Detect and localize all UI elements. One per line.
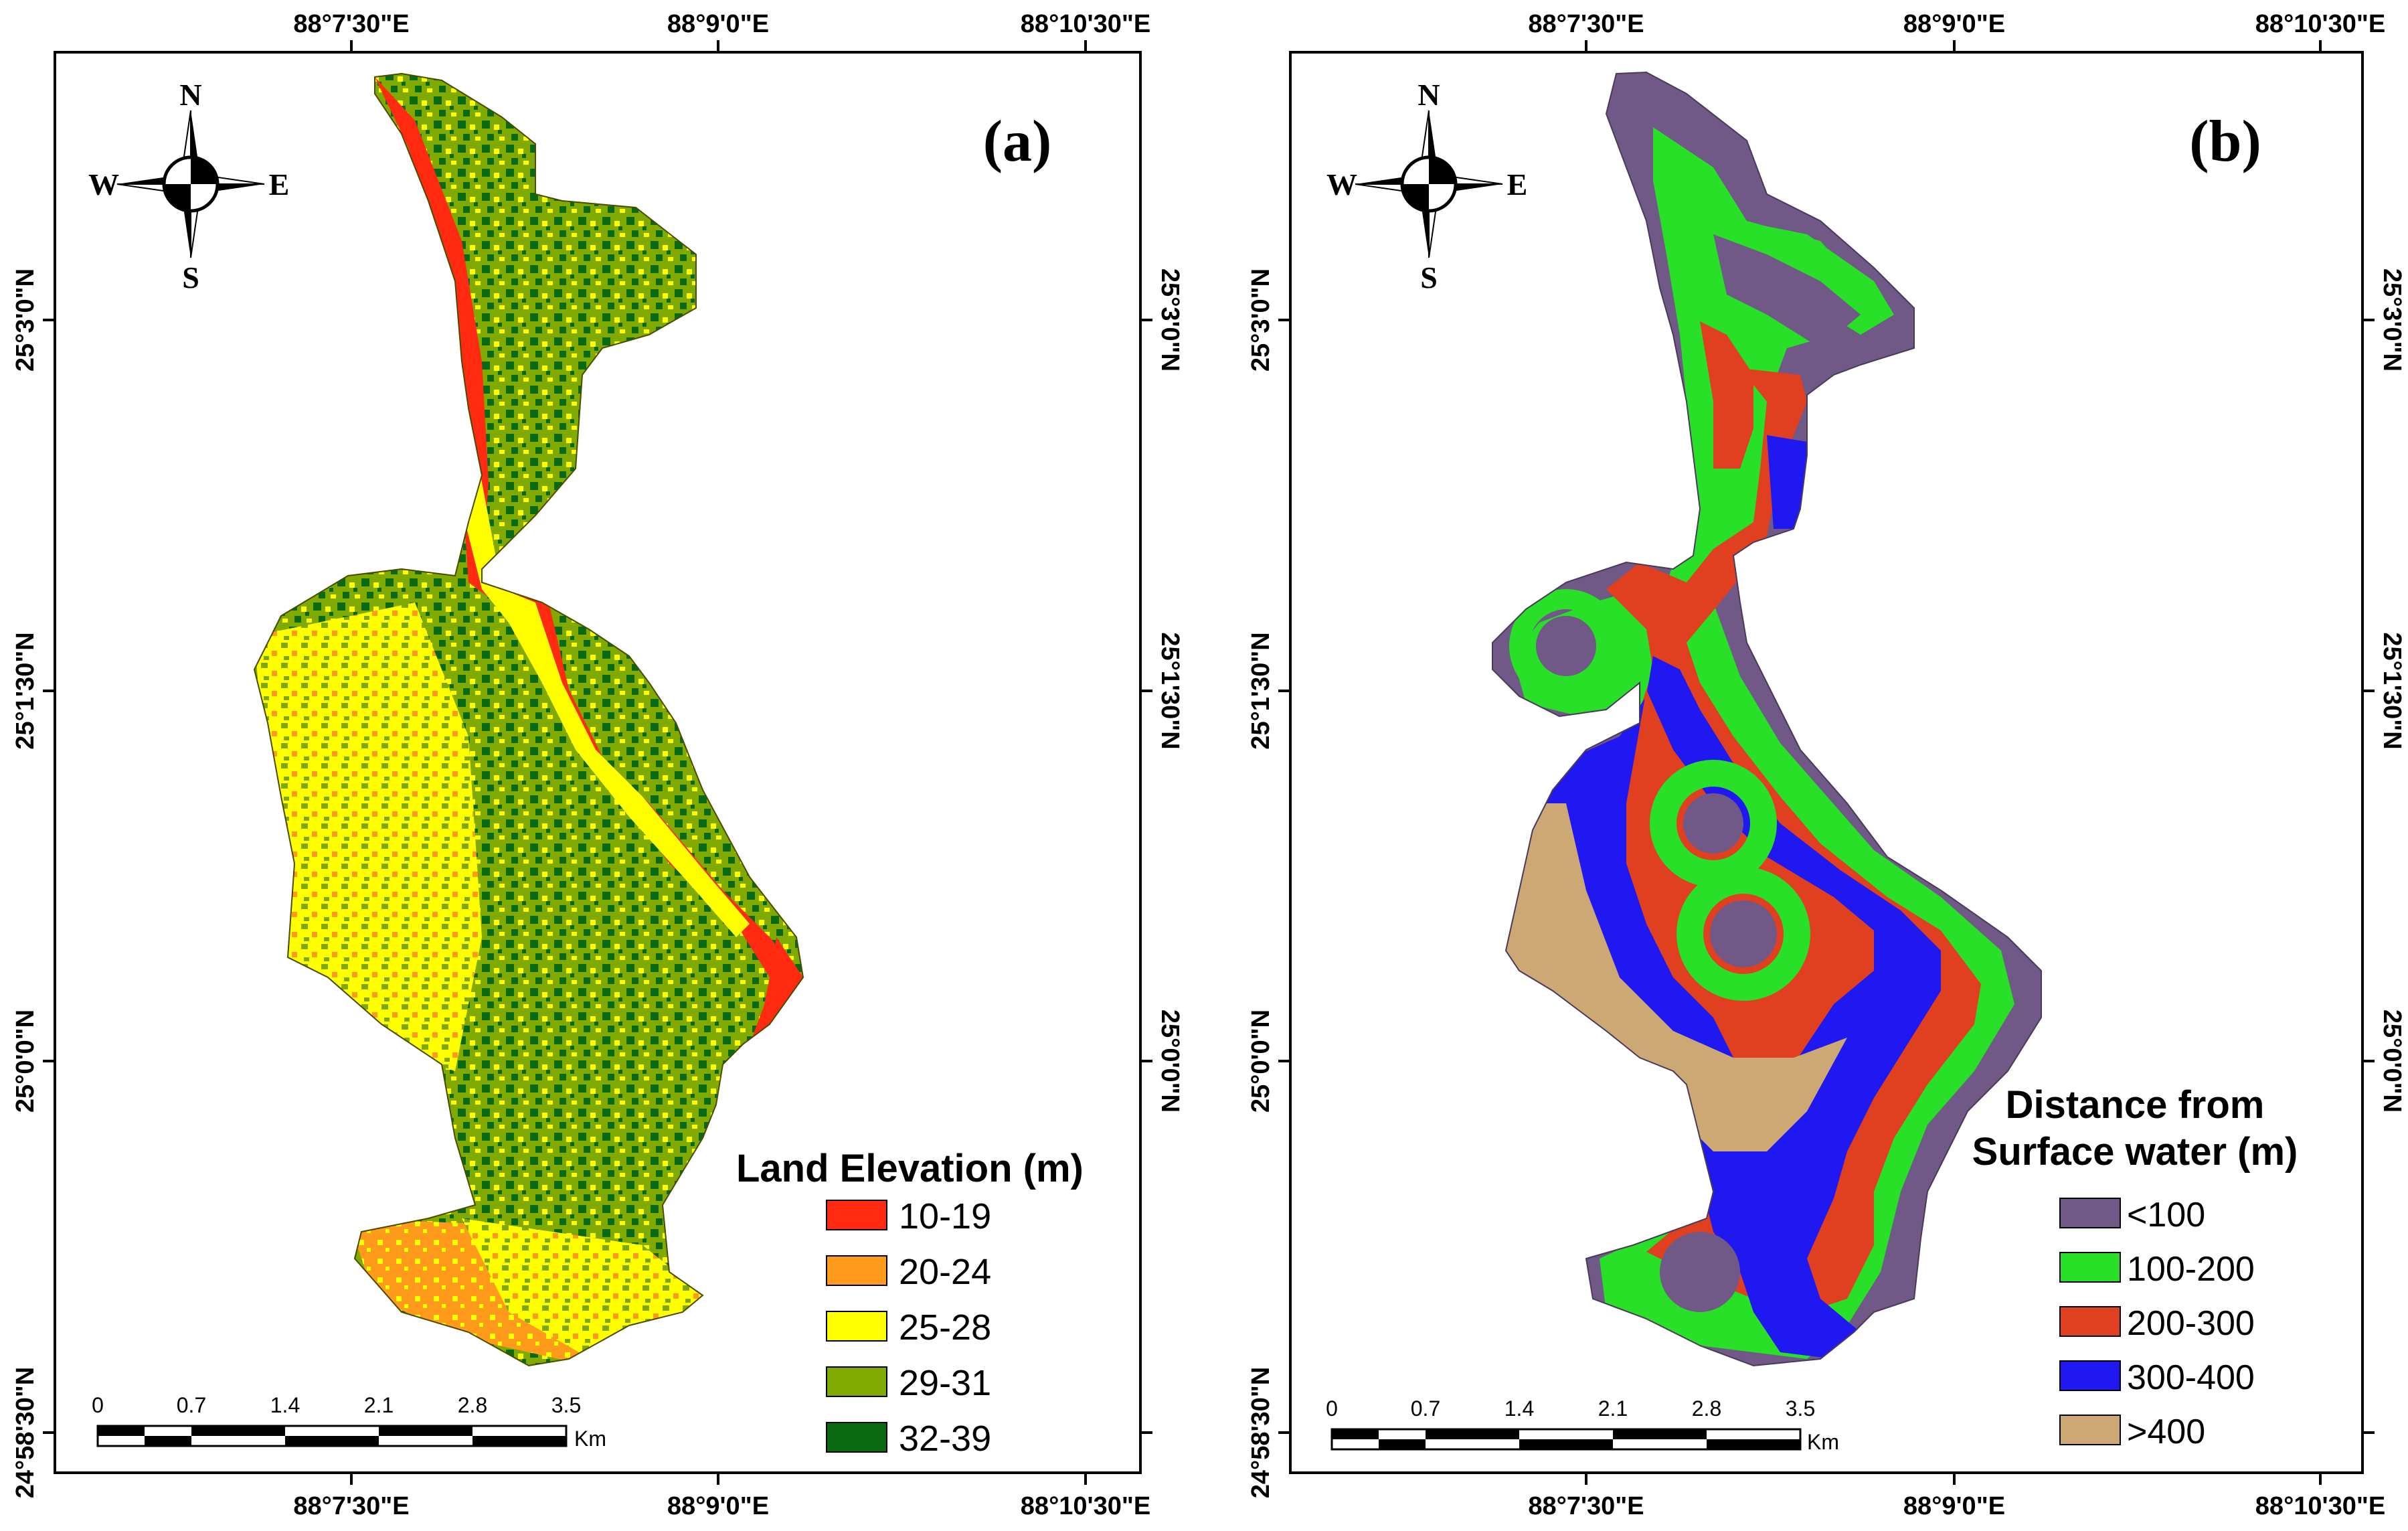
legend-b-swatch (2059, 1306, 2121, 1337)
lat-label-right: 25°3'0"N (1156, 268, 1184, 372)
legend-a-swatch (826, 1255, 887, 1286)
compass-e: E (269, 167, 290, 202)
legend-a-label: 25-28 (899, 1307, 991, 1348)
legend-a-swatch (826, 1200, 887, 1230)
lat-label-right: 25°1'30"N (1156, 632, 1184, 749)
scale-tick: 3.5 (1786, 1396, 1815, 1421)
legend-b-swatch (2059, 1415, 2121, 1445)
scale-tick: 1.4 (270, 1393, 300, 1417)
scale-tick: 2.8 (458, 1393, 487, 1417)
lat-label-right: 25°0'0"N (2378, 1010, 2406, 1113)
north-arrow: N S W E (1326, 78, 1527, 295)
legend-a-swatch (826, 1311, 887, 1342)
scale-bar: 0 0.7 1.4 2.1 2.8 3.5 Km (1326, 1396, 1839, 1454)
legend-a-label: 29-31 (899, 1363, 991, 1403)
scale-bar: 0 0.7 1.4 2.1 2.8 3.5 Km (92, 1393, 606, 1451)
north-arrow: N S W E (88, 78, 289, 295)
compass-w: W (1326, 167, 1357, 202)
compass-e: E (1507, 167, 1528, 202)
panel-a-label: (a) (983, 109, 1052, 174)
lon-label-bottom: 88°9'0"E (667, 1492, 769, 1520)
legend-b-label: >400 (2127, 1413, 2205, 1451)
legend-b-item: 300-400 (2059, 1358, 2255, 1397)
panel-a: N S W E (a) Land Elevation (m) 10-19 20-… (54, 51, 1142, 1474)
legend-b-item: 100-200 (2059, 1250, 2255, 1289)
lat-label-left: 25°3'0"N (11, 268, 39, 372)
scale-tick: 0.7 (1411, 1396, 1440, 1421)
lon-label-bottom: 88°7'30"E (293, 1492, 409, 1520)
lon-label-bottom: 88°9'0"E (1903, 1492, 2005, 1520)
lon-label-bottom: 88°10'30"E (2255, 1492, 2385, 1520)
panel-b-label: (b) (2189, 109, 2261, 174)
legend-a-swatch (826, 1422, 887, 1453)
legend-a-item: 10-19 (826, 1196, 991, 1236)
legend-b-swatch (2059, 1198, 2121, 1228)
axis-labels: 88°7'30"E 88°9'0"E 88°10'30"E 88°7'30"E … (11, 10, 2406, 1520)
lat-label-left: 25°0'0"N (11, 1010, 39, 1113)
lat-label-right: 25°0'0"N (1156, 1010, 1184, 1113)
lat-label-left: 24°58'30"N (11, 1367, 39, 1499)
legend-b-label: 300-400 (2127, 1358, 2255, 1397)
legend-b-item: <100 (2059, 1196, 2205, 1234)
scale-tick: 3.5 (551, 1393, 581, 1417)
lat-label-left: 25°1'30"N (1247, 632, 1275, 749)
legend-b-title-line1: Distance from (2006, 1083, 2265, 1127)
legend-a-swatch (826, 1366, 887, 1397)
compass-n: N (179, 78, 201, 112)
lon-label-bottom: 88°7'30"E (1528, 1492, 1644, 1520)
scale-unit: Km (574, 1427, 606, 1451)
compass-s: S (1420, 260, 1438, 295)
compass-s: S (182, 260, 199, 295)
legend-a-item: 29-31 (826, 1363, 991, 1403)
panel-b-frame (1289, 51, 2364, 1474)
legend-a-item: 32-39 (826, 1419, 991, 1459)
lon-label-top: 88°10'30"E (1021, 10, 1150, 38)
scale-tick: 0.7 (177, 1393, 206, 1417)
scale-tick: 1.4 (1504, 1396, 1534, 1421)
legend-a-label: 32-39 (899, 1419, 991, 1459)
panel-b: N S W E (b) Distance from Surface water … (1289, 51, 2364, 1474)
distance-legend: Distance from Surface water (m) <100 100… (1972, 1083, 2298, 1451)
lat-label-left: 25°0'0"N (1247, 1010, 1275, 1113)
legend-b-label: 200-300 (2127, 1304, 2255, 1343)
distance-map (1492, 72, 2042, 1366)
lat-label-left: 25°3'0"N (1247, 268, 1275, 372)
lat-label-left: 25°1'30"N (11, 632, 39, 749)
lon-label-top: 88°9'0"E (667, 10, 769, 38)
legend-a-item: 25-28 (826, 1307, 991, 1348)
compass-w: W (88, 167, 119, 202)
scale-tick: 2.1 (1598, 1396, 1628, 1421)
lat-label-right: 25°3'0"N (2378, 268, 2406, 372)
legend-b-swatch (2059, 1252, 2121, 1283)
scale-tick: 2.1 (364, 1393, 394, 1417)
scale-tick: 0 (92, 1393, 104, 1417)
lon-label-top: 88°7'30"E (1528, 10, 1644, 38)
panel-a-frame (54, 51, 1142, 1474)
lat-label-left: 24°58'30"N (1247, 1367, 1275, 1499)
lon-label-bottom: 88°10'30"E (1021, 1492, 1150, 1520)
compass-n: N (1417, 78, 1440, 112)
legend-a-item: 20-24 (826, 1252, 991, 1292)
lon-label-top: 88°9'0"E (1903, 10, 2005, 38)
legend-b-item: >400 (2059, 1413, 2205, 1451)
legend-b-label: <100 (2127, 1196, 2205, 1234)
legend-a-title: Land Elevation (m) (736, 1147, 1084, 1190)
scale-tick: 2.8 (1692, 1396, 1721, 1421)
lon-label-top: 88°7'30"E (293, 10, 409, 38)
legend-b-title-line2: Surface water (m) (1972, 1130, 2298, 1174)
legend-b-item: 200-300 (2059, 1304, 2255, 1343)
legend-a-label: 20-24 (899, 1252, 991, 1292)
graticule-ticks (43, 40, 2375, 1485)
scale-unit: Km (1807, 1430, 1839, 1454)
scale-tick: 0 (1326, 1396, 1338, 1421)
legend-b-swatch (2059, 1360, 2121, 1391)
elevation-legend: Land Elevation (m) 10-19 20-24 25-28 29-… (736, 1147, 1084, 1459)
legend-b-label: 100-200 (2127, 1250, 2255, 1289)
lat-label-right: 25°1'30"N (2378, 632, 2406, 749)
lon-label-top: 88°10'30"E (2255, 10, 2385, 38)
legend-a-label: 10-19 (899, 1196, 991, 1236)
